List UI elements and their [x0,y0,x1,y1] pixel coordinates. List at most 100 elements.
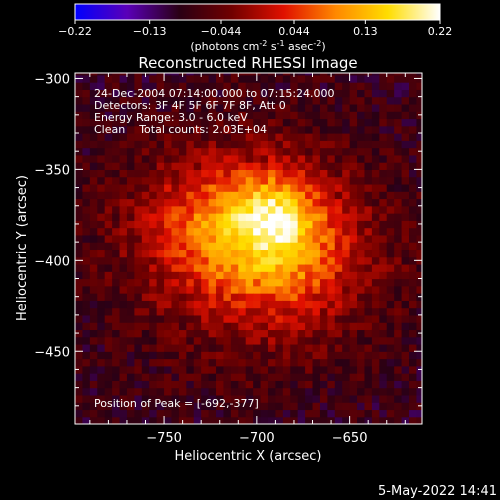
heatmap-cell [97,394,106,403]
heatmap-cell [171,205,180,214]
heatmap-cell [334,147,343,156]
heatmap-cell [134,169,143,178]
heatmap-cell [104,249,113,258]
heatmap-cell [290,220,299,229]
heatmap-cell [89,111,98,120]
heatmap-cell [327,183,336,192]
heatmap-cell [349,242,358,251]
heatmap-cell [267,416,277,424]
heatmap-cell [386,176,395,185]
heatmap-cell [208,285,217,294]
heatmap-cell [216,343,225,352]
heatmap-cell [349,343,358,352]
heatmap-cell [164,154,173,163]
heatmap-cell [112,103,121,112]
heatmap-cell [394,162,403,170]
heatmap-cell [267,380,277,389]
heatmap-cell [134,365,143,374]
heatmap-cell [253,111,262,120]
heatmap-cell [223,322,232,331]
colorbar: −0.22 −0.13 −0.044 0.044 0.13 0.22 (photons c… [58,3,452,53]
heatmap-cell [253,343,262,352]
heatmap-cell [342,249,351,258]
heatmap-cell [164,205,173,214]
heatmap-cell [149,249,158,258]
heatmap-cell [401,300,410,309]
heatmap-cell [282,409,291,418]
heatmap-cell [379,394,388,403]
heatmap-cell [394,263,403,272]
heatmap-cell [149,314,158,323]
heatmap-cell [371,249,380,258]
heatmap-cell [216,380,225,389]
heatmap-cell [89,409,98,418]
heatmap-cell [171,89,180,98]
heatmap-cell [245,300,254,309]
heatmap-cell [82,162,91,170]
heatmap-cell [357,300,366,309]
heatmap-cell [216,74,225,83]
heatmap-cell [357,242,366,251]
heatmap-cell [327,394,336,403]
heatmap-cell [290,191,299,200]
heatmap-cell [156,416,165,424]
heatmap-cell [319,242,328,251]
colorbar-tick-label: 0.13 [353,25,378,38]
heatmap-cell [82,358,91,367]
heatmap-cell [416,227,422,236]
heatmap-cell [89,169,98,178]
heatmap-cell [164,351,173,360]
heatmap-cell [409,380,418,389]
heatmap-cell [312,162,321,170]
heatmap-cell [230,329,239,338]
heatmap-cell [297,176,306,185]
heatmap-cell [342,82,351,90]
heatmap-cell [394,73,403,76]
heatmap-cell [386,89,395,98]
heatmap-cell [208,111,217,120]
heatmap-cell [208,358,217,367]
heatmap-cell [379,307,388,316]
heatmap-cell [349,271,358,280]
heatmap-cell [401,198,410,207]
heatmap-cell [186,322,195,331]
heatmap-cell [416,154,422,163]
heatmap-cell [156,227,165,236]
heatmap-cell [178,322,187,331]
heatmap-cell [75,358,84,367]
heatmap-cell [319,373,328,381]
heatmap-cell [275,205,284,214]
heatmap-cell [327,227,336,236]
heatmap-cell [97,307,106,316]
heatmap-cell [178,154,187,163]
heatmap-cell [216,191,225,200]
heatmap-cell [208,227,217,236]
heatmap-cell [371,343,380,352]
heatmap-cell [282,169,291,178]
heatmap-cell [112,416,121,424]
heatmap-cell [267,73,277,76]
heatmap-cell [164,125,173,134]
heatmap-cell [297,271,306,280]
heatmap-cell [334,307,343,316]
heatmap-cell [126,198,135,207]
heatmap-cell [327,191,336,200]
annotation-detectors: Detectors: 3F 4F 5F 6F 7F 8F, Att 0 [94,99,286,112]
heatmap-cell [126,191,135,200]
heatmap-cell [119,285,128,294]
heatmap-cell [119,183,128,192]
heatmap-cell [208,147,217,156]
heatmap-cell [75,111,84,120]
heatmap-cell [178,329,187,338]
heatmap-cell [119,154,128,163]
heatmap-cell [156,147,165,156]
heatmap-cell [319,263,328,272]
heatmap-cell [216,336,225,345]
heatmap-cell [75,133,84,141]
heatmap-cell [141,394,150,403]
heatmap-cell [112,118,121,127]
heatmap-cell [312,409,321,418]
heatmap-cell [327,351,336,360]
heatmap-cell [104,394,113,403]
heatmap-cell [149,154,158,163]
